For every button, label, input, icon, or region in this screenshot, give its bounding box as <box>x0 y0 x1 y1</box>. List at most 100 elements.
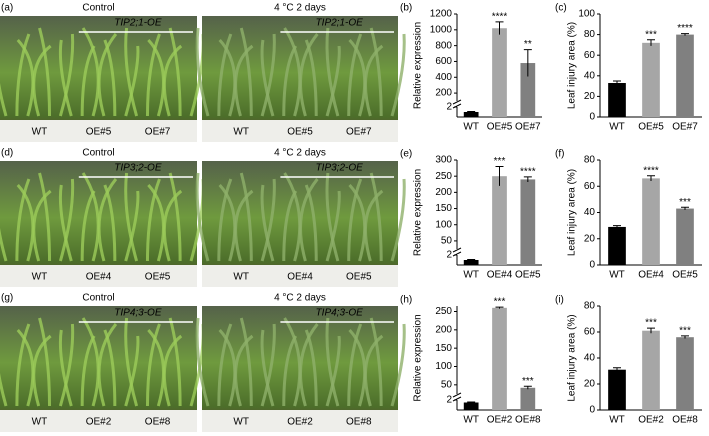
leaf <box>304 39 318 117</box>
leaf <box>369 27 383 117</box>
genotype-label: OE#5 <box>145 272 171 283</box>
leaf <box>260 323 276 407</box>
y-tick-label: 80 <box>584 29 596 40</box>
leaf <box>347 323 363 407</box>
leaf <box>124 27 139 117</box>
leaf <box>0 372 8 407</box>
leaf <box>217 33 233 117</box>
y-tick-label: 100 <box>435 361 452 372</box>
leaf <box>162 334 183 407</box>
leaf <box>103 184 117 262</box>
leaf <box>299 33 319 117</box>
error-bar <box>495 165 504 186</box>
x-tick-label: OE#8 <box>672 415 698 426</box>
panel-label: (g) <box>1 293 13 304</box>
leaf <box>147 328 165 407</box>
y-tick-label: 20 <box>584 379 596 390</box>
error-bar <box>681 206 689 210</box>
genotype-label: OE#7 <box>145 127 171 138</box>
y-tick-label: 250 <box>435 306 452 317</box>
leaf <box>260 184 275 262</box>
y-tick-label: 60 <box>584 327 596 338</box>
bar <box>608 83 626 117</box>
y-tick-label: 50 <box>441 379 453 390</box>
leaf <box>347 178 363 262</box>
line-label: TIP4;3-OE <box>114 308 162 319</box>
y-tick-label: 80 <box>584 301 596 312</box>
leaf <box>0 82 8 117</box>
leaf <box>369 317 383 407</box>
bar <box>608 369 626 410</box>
leaf <box>81 317 100 407</box>
error-bar <box>523 176 532 183</box>
leaf <box>234 44 254 117</box>
y-tick-label: 2 <box>446 250 452 261</box>
y-axis-label: Leaf injury area (%) <box>567 22 578 109</box>
bar <box>520 63 536 117</box>
y-tick-label: 40 <box>584 207 596 218</box>
genotype-label: WT <box>32 272 48 283</box>
error-bar <box>613 80 621 86</box>
leaf <box>124 335 140 407</box>
leaf <box>325 45 341 117</box>
error-bar <box>647 175 655 181</box>
y-tick-label: 0 <box>589 260 595 271</box>
photo-title: 4 °C 2 days <box>274 3 326 14</box>
error-bar <box>467 259 476 261</box>
y-tick-label: 100 <box>435 219 452 230</box>
leaf <box>58 323 75 407</box>
leaf <box>390 323 406 407</box>
leaf <box>97 178 118 262</box>
panel-label: (e) <box>400 149 412 160</box>
significance: *** <box>494 156 506 167</box>
panel-label: (a) <box>1 3 13 14</box>
y-tick-label: 50 <box>441 236 453 247</box>
leaf <box>347 33 363 117</box>
leaf <box>195 27 210 117</box>
leaf <box>38 27 52 117</box>
bar <box>676 337 694 410</box>
y-tick-label: 100 <box>578 9 595 20</box>
y-tick-label: 150 <box>435 343 452 354</box>
genotype-label: WT <box>32 417 48 428</box>
error-bar <box>681 335 689 339</box>
leaf <box>299 323 319 407</box>
leaf <box>239 317 253 407</box>
leaf <box>325 27 340 117</box>
leaf <box>217 323 233 407</box>
x-tick-label: OE#5 <box>515 270 541 281</box>
leaf <box>283 27 302 117</box>
leaf <box>97 323 118 407</box>
leaf <box>283 172 302 262</box>
leaf <box>124 190 140 262</box>
error-bar <box>647 39 655 46</box>
significance: *** <box>679 326 691 337</box>
pot <box>0 265 197 287</box>
leaf <box>234 189 254 262</box>
leaf <box>147 183 165 262</box>
genotype-label: OE#5 <box>287 127 313 138</box>
y-tick-label: 800 <box>435 40 452 51</box>
leaf <box>81 27 100 117</box>
genotype-label: WT <box>233 417 249 428</box>
leaf <box>283 317 302 407</box>
leaf <box>234 334 254 407</box>
line-label: TIP3;2-OE <box>114 163 162 174</box>
genotype-label: WT <box>233 127 249 138</box>
photo-title: Control <box>82 3 114 14</box>
significance: *** <box>494 297 506 308</box>
leaf <box>369 172 383 262</box>
bar <box>676 34 694 117</box>
y-tick-label: 150 <box>435 203 452 214</box>
genotype-label: OE#5 <box>86 127 112 138</box>
x-tick-label: WT <box>463 122 479 133</box>
x-tick-label: OE#5 <box>638 122 664 133</box>
leaf <box>363 334 384 407</box>
y-axis-label: Relative expression <box>413 22 424 109</box>
leaf <box>124 172 139 262</box>
leaf <box>124 317 139 407</box>
leaf <box>58 39 73 117</box>
leaf <box>304 184 318 262</box>
genotype-label: OE#2 <box>287 417 313 428</box>
